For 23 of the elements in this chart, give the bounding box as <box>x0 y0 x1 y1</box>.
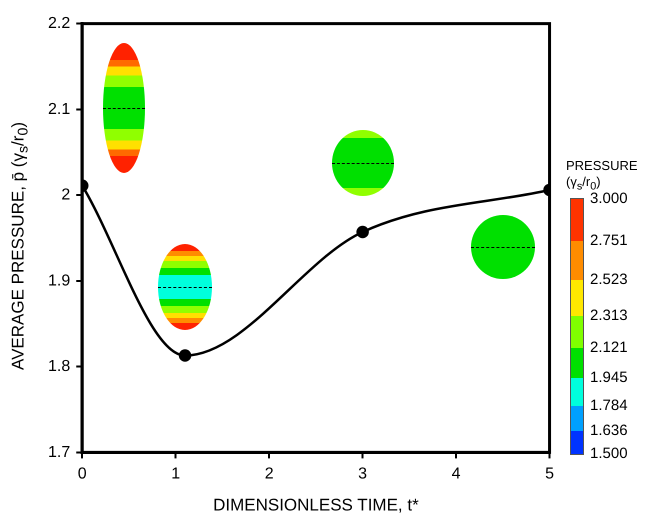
x-tick-label: 4 <box>452 465 461 482</box>
color-bar-label: 2.313 <box>590 306 628 325</box>
y-tick-label: 1.7 <box>48 444 70 461</box>
color-bar-label: 1.500 <box>590 445 628 463</box>
x-tick-label: 3 <box>358 465 368 482</box>
color-bar-label: 3.000 <box>590 190 628 208</box>
color-bar-label: 1.636 <box>590 422 628 440</box>
color-bar-label: 1.784 <box>590 396 628 415</box>
color-bar-label: 1.945 <box>590 369 628 388</box>
x-axis-title: DIMENSIONLESS TIME, t* <box>213 495 420 514</box>
y-tick-label: 2 <box>61 186 70 204</box>
x-tick-label: 5 <box>545 465 554 482</box>
y-tick-label: 2.1 <box>48 100 70 118</box>
x-tick-label: 2 <box>264 465 274 482</box>
x-tick-label: 0 <box>78 465 87 482</box>
y-tick-label: 1.9 <box>48 272 70 290</box>
color-bar-label: 2.751 <box>590 232 628 250</box>
color-bar-label: 2.121 <box>590 339 628 358</box>
x-tick-label: 1 <box>171 465 180 482</box>
y-tick-label: 2.2 <box>48 15 70 32</box>
color-bar-title: PRESSURE (γ$_{s}$/r$_{0}$) <box>566 158 638 193</box>
color-bar-label: 2.523 <box>590 271 628 290</box>
y-tick-label: 1.8 <box>48 358 70 376</box>
